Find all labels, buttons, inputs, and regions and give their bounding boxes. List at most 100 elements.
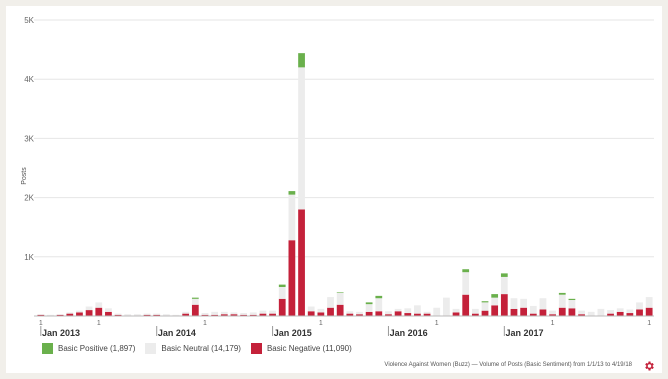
bar-basic-negative[interactable]: [211, 314, 219, 316]
bar-basic-neutral[interactable]: [549, 310, 556, 315]
bar-basic-neutral[interactable]: [539, 298, 547, 310]
bar-basic-neutral[interactable]: [162, 314, 170, 316]
bar-basic-positive[interactable]: [375, 295, 383, 299]
bar-basic-positive[interactable]: [481, 301, 489, 303]
bar-basic-neutral[interactable]: [307, 306, 315, 312]
bar-basic-neutral[interactable]: [636, 302, 643, 310]
bar-basic-neutral[interactable]: [607, 310, 614, 314]
bar-basic-negative[interactable]: [85, 310, 93, 316]
bar-basic-negative[interactable]: [510, 308, 518, 316]
bar-basic-negative[interactable]: [182, 313, 190, 316]
bar-basic-neutral[interactable]: [365, 304, 373, 312]
bar-basic-neutral[interactable]: [191, 298, 199, 305]
bar-basic-neutral[interactable]: [616, 308, 624, 312]
bar-basic-positive[interactable]: [568, 298, 576, 301]
bar-basic-neutral[interactable]: [211, 311, 219, 315]
bar-basic-negative[interactable]: [249, 314, 257, 316]
bar-basic-neutral[interactable]: [587, 311, 595, 316]
bar-basic-negative[interactable]: [307, 311, 315, 316]
bar-basic-positive[interactable]: [278, 284, 286, 287]
bar-basic-neutral[interactable]: [182, 311, 190, 314]
bar-basic-negative[interactable]: [105, 311, 112, 316]
bar-basic-negative[interactable]: [356, 314, 363, 316]
bar-basic-negative[interactable]: [549, 314, 556, 316]
bar-basic-negative[interactable]: [365, 311, 373, 316]
bar-basic-neutral[interactable]: [47, 314, 54, 316]
bar-basic-positive[interactable]: [462, 269, 470, 273]
bar-basic-negative[interactable]: [375, 311, 383, 316]
bar-basic-negative[interactable]: [471, 313, 479, 316]
bar-basic-neutral[interactable]: [66, 312, 74, 314]
bar-basic-neutral[interactable]: [259, 310, 267, 314]
bar-basic-negative[interactable]: [645, 307, 653, 316]
bar-basic-neutral[interactable]: [37, 314, 45, 315]
bar-basic-negative[interactable]: [201, 314, 209, 316]
bar-basic-negative[interactable]: [578, 314, 585, 316]
bar-basic-neutral[interactable]: [327, 297, 334, 308]
bar-basic-neutral[interactable]: [500, 276, 508, 295]
bar-basic-negative[interactable]: [153, 314, 161, 316]
bar-basic-negative[interactable]: [278, 298, 286, 316]
bar-basic-negative[interactable]: [317, 312, 325, 316]
bar-basic-neutral[interactable]: [471, 308, 479, 314]
bar-basic-negative[interactable]: [346, 313, 354, 316]
bar-basic-negative[interactable]: [423, 313, 431, 316]
bar-basic-positive[interactable]: [491, 294, 499, 298]
bar-basic-negative[interactable]: [452, 312, 460, 316]
bar-basic-negative[interactable]: [481, 310, 489, 316]
bar-basic-neutral[interactable]: [443, 297, 450, 316]
legend-item-positive[interactable]: Basic Positive (1,897): [42, 343, 135, 354]
bar-basic-neutral[interactable]: [317, 308, 325, 313]
bar-basic-negative[interactable]: [220, 314, 228, 316]
bar-basic-negative[interactable]: [385, 314, 392, 316]
bar-basic-positive[interactable]: [288, 191, 296, 195]
bar-basic-neutral[interactable]: [462, 272, 470, 295]
bar-basic-neutral[interactable]: [220, 311, 228, 315]
bar-basic-positive[interactable]: [191, 297, 199, 299]
bar-basic-negative[interactable]: [259, 313, 267, 316]
legend-item-negative[interactable]: Basic Negative (11,090): [250, 343, 352, 354]
bar-basic-neutral[interactable]: [85, 306, 93, 311]
bar-basic-neutral[interactable]: [172, 314, 180, 316]
bar-basic-negative[interactable]: [394, 311, 402, 316]
bar-basic-neutral[interactable]: [288, 194, 296, 241]
bar-basic-neutral[interactable]: [529, 305, 537, 314]
bar-basic-negative[interactable]: [230, 314, 238, 316]
bar-basic-neutral[interactable]: [578, 310, 585, 315]
bar-basic-negative[interactable]: [56, 314, 64, 316]
bar-basic-neutral[interactable]: [201, 313, 209, 315]
bar-basic-negative[interactable]: [76, 312, 83, 316]
bar-basic-neutral[interactable]: [230, 312, 238, 315]
bar-basic-negative[interactable]: [558, 307, 566, 316]
bar-basic-negative[interactable]: [404, 313, 412, 316]
bar-basic-negative[interactable]: [529, 313, 537, 316]
bar-basic-negative[interactable]: [191, 304, 199, 316]
bar-basic-neutral[interactable]: [336, 292, 344, 305]
bar-basic-neutral[interactable]: [143, 313, 151, 315]
bar-basic-neutral[interactable]: [481, 302, 489, 311]
bar-basic-neutral[interactable]: [452, 308, 460, 313]
bar-basic-negative[interactable]: [616, 311, 624, 316]
bar-basic-neutral[interactable]: [269, 310, 276, 314]
bar-basic-positive[interactable]: [298, 53, 305, 68]
bar-basic-neutral[interactable]: [423, 311, 431, 314]
bar-basic-neutral[interactable]: [278, 286, 286, 299]
bar-basic-neutral[interactable]: [404, 308, 412, 314]
bar-basic-negative[interactable]: [491, 305, 499, 316]
bar-basic-neutral[interactable]: [76, 310, 83, 313]
bar-basic-positive[interactable]: [500, 273, 508, 277]
bar-basic-neutral[interactable]: [394, 308, 402, 312]
bar-basic-positive[interactable]: [558, 292, 566, 295]
legend-item-neutral[interactable]: Basic Neutral (14,179): [145, 343, 241, 354]
bar-basic-negative[interactable]: [414, 313, 421, 316]
bar-basic-positive[interactable]: [336, 292, 344, 293]
bar-basic-neutral[interactable]: [346, 311, 354, 314]
bar-basic-neutral[interactable]: [153, 313, 161, 315]
bar-basic-neutral[interactable]: [558, 294, 566, 308]
bar-basic-neutral[interactable]: [56, 314, 64, 315]
bar-basic-negative[interactable]: [626, 313, 634, 316]
gear-icon[interactable]: [643, 360, 655, 372]
bar-basic-negative[interactable]: [114, 314, 122, 316]
bar-basic-negative[interactable]: [327, 307, 334, 316]
bar-basic-neutral[interactable]: [95, 302, 103, 308]
